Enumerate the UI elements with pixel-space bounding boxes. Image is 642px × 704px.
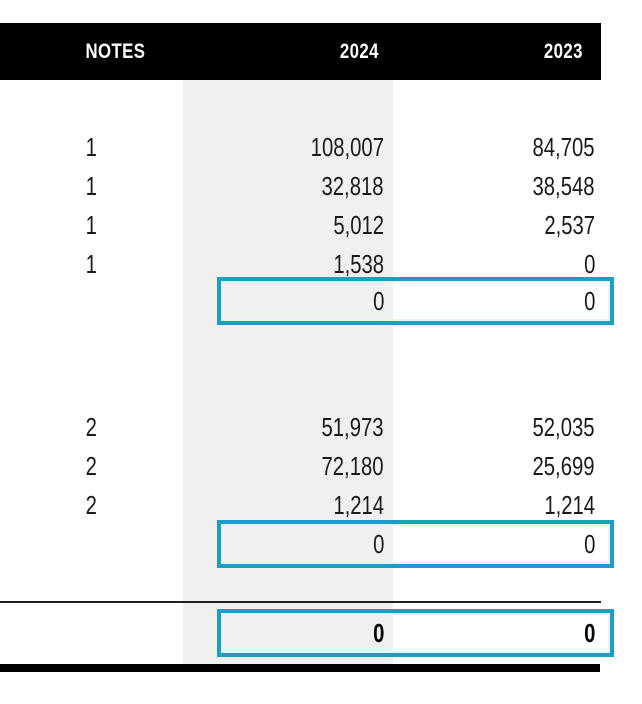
value-2024: 5,012: [333, 210, 384, 240]
section-2-total-input-2024[interactable]: 0: [221, 529, 393, 560]
value-2023: 38,548: [532, 171, 595, 201]
table-row: 2 1,214 1,214: [0, 486, 642, 525]
grand-total-input-2023[interactable]: 0: [393, 618, 610, 649]
note-cell: 1: [0, 132, 183, 163]
value-2024-cell: 72,180: [183, 451, 393, 482]
section-1-total-input-box[interactable]: 0 0: [217, 277, 614, 325]
header-notes: NOTES: [0, 40, 183, 64]
section-1-total-row: 0 0: [0, 277, 642, 325]
value-2023: 0: [583, 249, 595, 279]
total-value-2023: 0: [583, 285, 595, 316]
header-2023-label: 2023: [544, 39, 584, 63]
section-1-total-input-2023[interactable]: 0: [393, 286, 610, 317]
value-2023: 2,537: [544, 210, 595, 240]
table-body: 1 108,007 84,705 1 32,818 38,548 1 5,012…: [0, 80, 642, 672]
value-2023: 1,214: [544, 490, 595, 520]
note-value: 2: [85, 451, 98, 481]
value-2024: 1,538: [333, 249, 384, 279]
value-2023: 84,705: [532, 132, 595, 162]
value-2024: 72,180: [321, 451, 384, 481]
note-value: 2: [85, 412, 98, 442]
header-2024: 2024: [183, 40, 393, 64]
value-2023-cell: 38,548: [393, 171, 608, 202]
value-2023: 25,699: [532, 451, 595, 481]
value-2024: 51,973: [321, 412, 384, 442]
bottom-closing-rule: [0, 664, 600, 672]
note-value: 1: [85, 210, 98, 240]
note-value: 1: [85, 171, 98, 201]
value-2023-cell: 84,705: [393, 132, 608, 163]
section-2-total-row: 0 0: [0, 520, 642, 568]
table-row: 1 108,007 84,705: [0, 128, 642, 167]
note-value: 1: [85, 132, 98, 162]
note-cell: 1: [0, 171, 183, 202]
note-cell: 2: [0, 451, 183, 482]
section-2-total-input-2023[interactable]: 0: [393, 529, 610, 560]
value-2023-cell: 0: [393, 249, 608, 280]
total-value-2024: 0: [372, 285, 384, 316]
note-value: 1: [85, 249, 98, 279]
subtotal-rule: [0, 601, 601, 603]
value-2023-cell: 1,214: [393, 490, 608, 521]
header-2024-label: 2024: [340, 39, 380, 63]
value-2023-cell: 52,035: [393, 412, 608, 443]
value-2024-cell: 108,007: [183, 132, 393, 163]
table-header: NOTES 2024 2023: [0, 23, 601, 80]
spacer: [0, 325, 642, 408]
value-2023: 52,035: [532, 412, 595, 442]
grand-total-input-box[interactable]: 0 0: [217, 609, 614, 657]
grand-total-value-2024: 0: [372, 617, 384, 648]
spacer: [0, 568, 642, 601]
grand-total-value-2023: 0: [583, 617, 595, 648]
value-2024-cell: 1,538: [183, 249, 393, 280]
value-2023-cell: 25,699: [393, 451, 608, 482]
value-2024-cell: 1,214: [183, 490, 393, 521]
note-cell: 1: [0, 249, 183, 280]
section-1-total-input-2024[interactable]: 0: [221, 286, 393, 317]
value-2024-cell: 51,973: [183, 412, 393, 443]
note-cell: 2: [0, 412, 183, 443]
header-notes-label: NOTES: [85, 39, 146, 63]
note-cell: 1: [0, 210, 183, 241]
value-2024: 32,818: [321, 171, 384, 201]
spacer: [0, 657, 642, 664]
grand-total-row: 0 0: [0, 609, 642, 657]
table-row: 1 1,538 0: [0, 245, 642, 284]
table-row: 1 5,012 2,537: [0, 206, 642, 245]
table-row: 2 51,973 52,035: [0, 408, 642, 447]
value-2024: 108,007: [310, 132, 384, 162]
value-2024-cell: 32,818: [183, 171, 393, 202]
total-value-2023: 0: [583, 528, 595, 559]
section-2-total-input-box[interactable]: 0 0: [217, 520, 614, 568]
table-row: 1 32,818 38,548: [0, 167, 642, 206]
note-cell: 2: [0, 490, 183, 521]
value-2024: 1,214: [333, 490, 384, 520]
note-value: 2: [85, 490, 98, 520]
spacer: [0, 80, 642, 128]
grand-total-input-2024[interactable]: 0: [221, 618, 393, 649]
header-2023: 2023: [393, 40, 601, 64]
total-value-2024: 0: [372, 528, 384, 559]
value-2023-cell: 2,537: [393, 210, 608, 241]
value-2024-cell: 5,012: [183, 210, 393, 241]
table-row: 2 72,180 25,699: [0, 447, 642, 486]
